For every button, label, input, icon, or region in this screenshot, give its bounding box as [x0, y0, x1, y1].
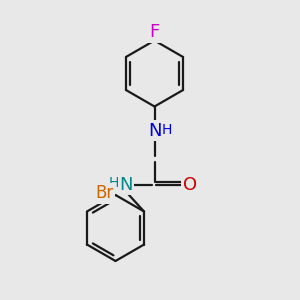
Text: Br: Br: [95, 184, 113, 202]
Text: N: N: [148, 122, 161, 140]
Text: O: O: [182, 176, 197, 194]
Text: H: H: [108, 176, 118, 190]
Text: H: H: [162, 123, 172, 137]
Text: F: F: [149, 23, 160, 41]
Text: N: N: [119, 176, 133, 194]
